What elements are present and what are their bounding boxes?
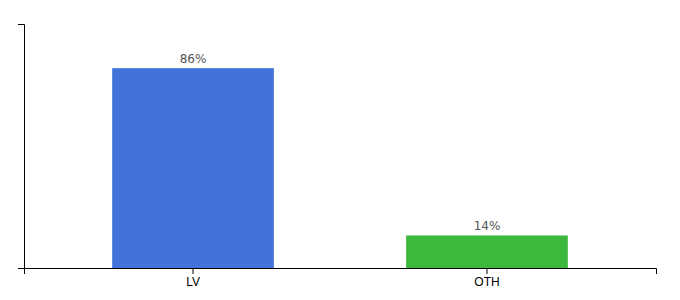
tick-label: OTH — [474, 275, 499, 289]
bar — [112, 68, 274, 268]
data-labels: 86% 14% — [180, 52, 501, 233]
tick-mark — [486, 268, 487, 274]
tick: OTH — [474, 268, 499, 289]
bars — [112, 68, 568, 268]
tick-mark — [193, 268, 194, 274]
chart: 86% 14% LV OTH — [0, 0, 680, 300]
tick: LV — [186, 268, 200, 289]
axis-line — [18, 25, 25, 269]
x-axis: LV OTH — [25, 268, 657, 289]
data-label: 14% — [474, 219, 501, 233]
plot: 86% 14% LV OTH — [18, 25, 657, 289]
y-axis — [18, 25, 25, 269]
tick-label: LV — [186, 275, 200, 289]
axis-line — [25, 269, 657, 275]
data-label: 86% — [180, 52, 207, 66]
bar — [406, 235, 568, 268]
